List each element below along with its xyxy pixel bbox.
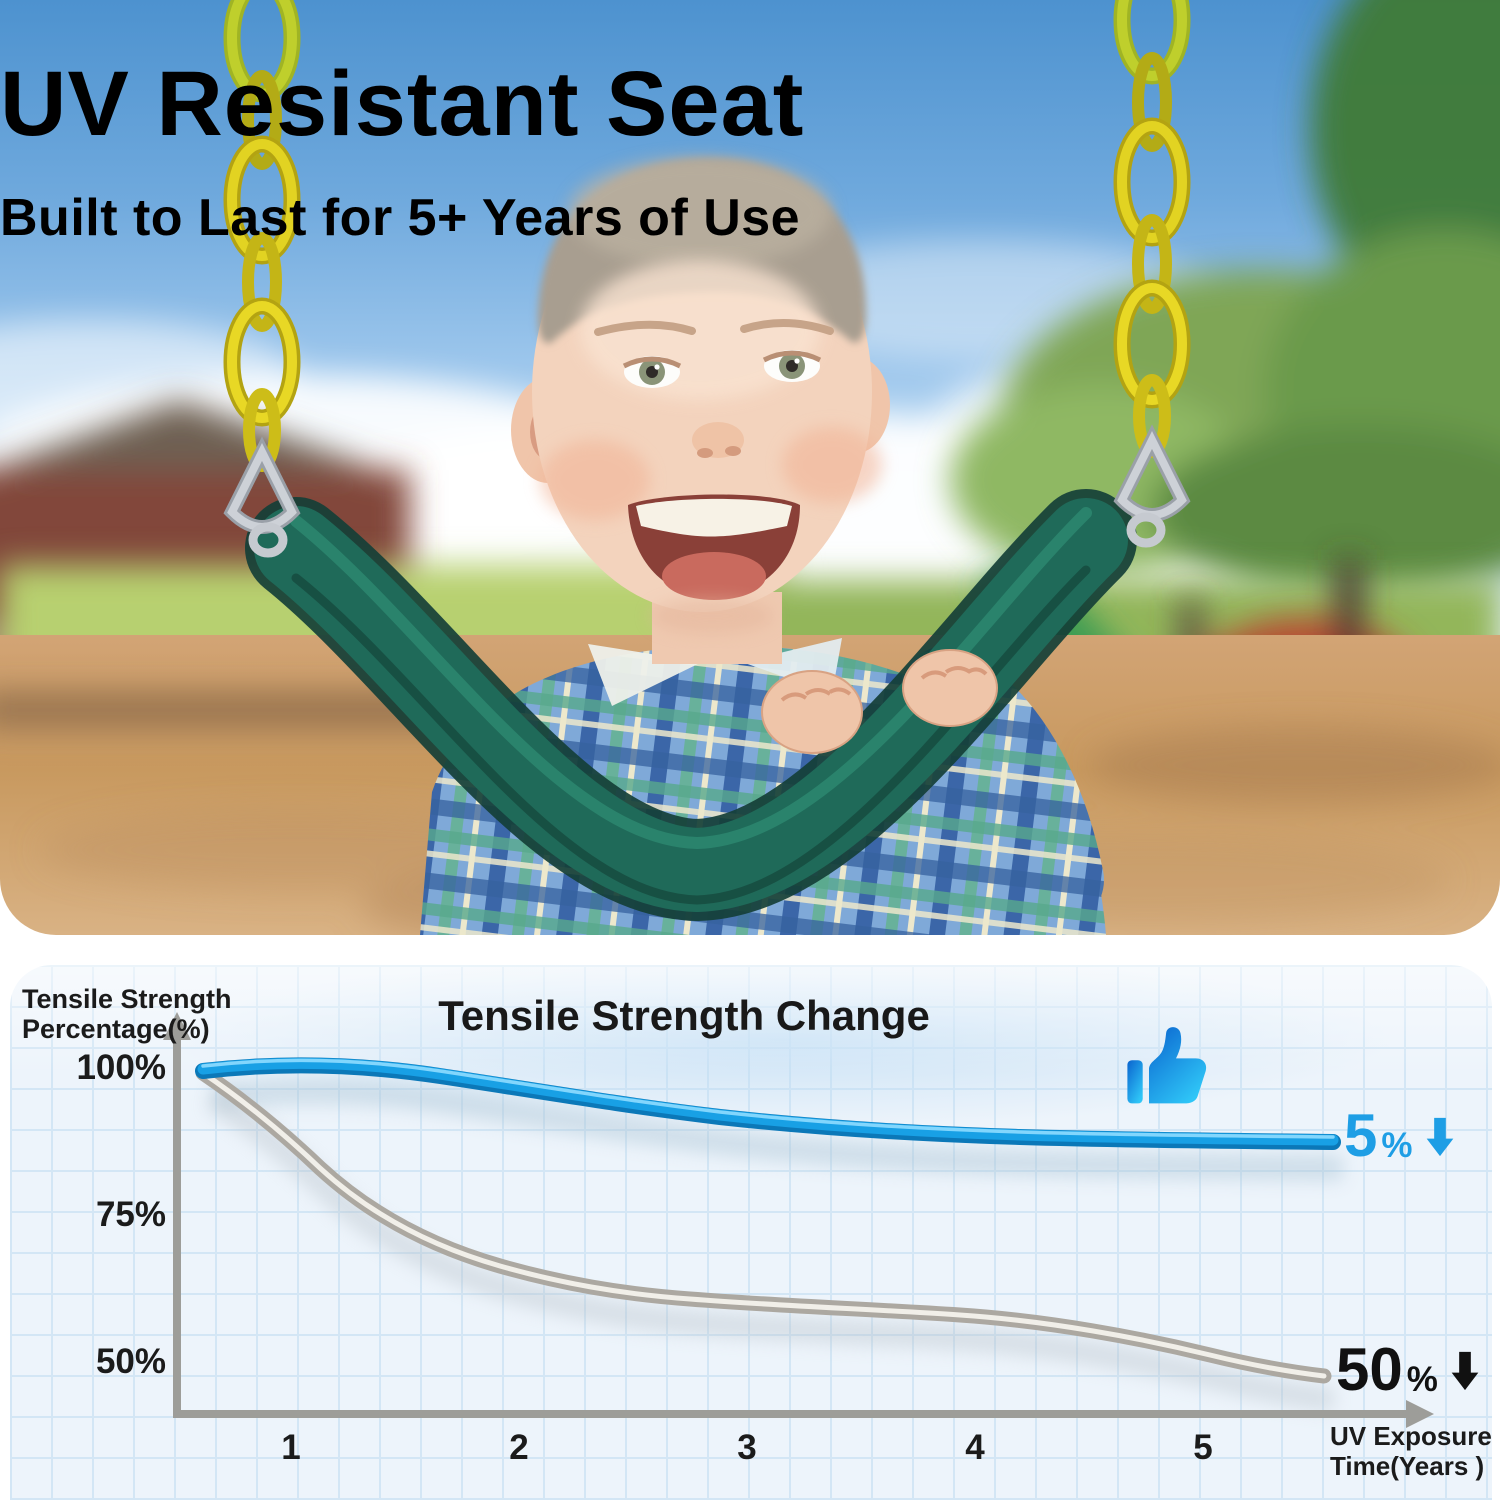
blue-annotation-unit: % (1381, 1126, 1413, 1165)
boy-left-eye (622, 356, 682, 388)
boy-hands (761, 649, 998, 754)
boy-chin-shadow (650, 598, 774, 634)
boy-left-cheek (540, 440, 650, 520)
down-arrow-icon (1451, 1351, 1479, 1391)
hero-photo: UV Resistant Seat Built to Last for 5+ Y… (0, 0, 1500, 935)
down-arrow-icon (1426, 1117, 1453, 1157)
boy-nostril-left (697, 448, 713, 458)
boy-right-eye (762, 350, 822, 382)
x-tick-3: 3 (737, 1428, 757, 1467)
blue-annotation-value: 5 (1344, 1102, 1378, 1169)
y-tick-100: 100% (76, 1048, 166, 1087)
hero-subtitle: Built to Last for 5+ Years of Use (0, 189, 801, 247)
boy-right-eyebrow (740, 319, 834, 335)
playground-photo (0, 0, 1500, 935)
boy-mouth (628, 494, 800, 600)
hero-title: UV Resistant Seat (0, 53, 805, 155)
x-tick-2: 2 (509, 1428, 529, 1467)
y-tick-75: 75% (95, 1195, 166, 1234)
boy-hair-sheen (568, 157, 832, 267)
x-axis-label-line2: Time(Years ) (1330, 1450, 1485, 1481)
x-tick-1: 1 (281, 1428, 301, 1467)
gray-annotation-unit: % (1406, 1360, 1438, 1399)
chart-title: Tensile Strength Change (438, 992, 930, 1039)
gray-line-annotation: 50 % (1336, 1340, 1480, 1400)
boy-left-eyebrow (594, 320, 696, 336)
x-tick-5: 5 (1193, 1428, 1213, 1467)
x-axis-label-line1: UV Exposure (1330, 1421, 1492, 1451)
y-axis-label-line1: Tensile Strength (22, 984, 232, 1014)
swing-chain-left (223, 0, 301, 472)
y-tick-50: 50% (95, 1342, 166, 1381)
boy-nostril-right (725, 446, 741, 456)
boy-right-cheek (782, 427, 882, 503)
y-axis-label: Tensile Strength Percentage(%) (22, 984, 232, 1044)
x-tick-4: 4 (965, 1428, 985, 1467)
chart-panel (10, 965, 1492, 1500)
x-axis-label: UV Exposure Time(Years ) (1330, 1421, 1492, 1482)
s-hook-right (1113, 424, 1191, 548)
swing-chain-right (1113, 0, 1191, 458)
s-hook-left (223, 436, 301, 558)
gray-annotation-value: 50 (1336, 1336, 1403, 1403)
y-axis-label-line2: Percentage(%) (22, 1014, 210, 1045)
blue-line-annotation: 5 % (1344, 1106, 1455, 1166)
